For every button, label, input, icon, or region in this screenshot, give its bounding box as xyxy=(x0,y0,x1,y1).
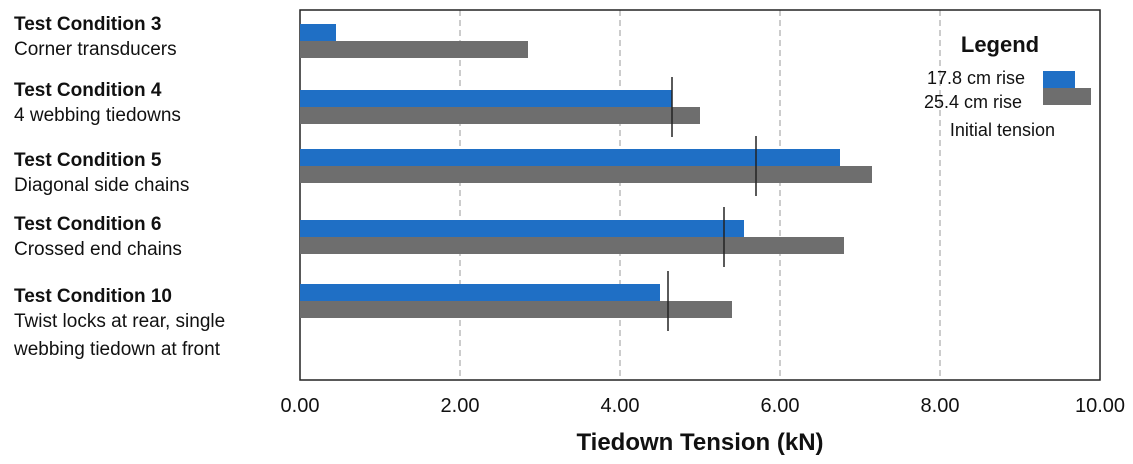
category-title: Test Condition 6 xyxy=(14,214,161,235)
bar-series-1 xyxy=(300,220,744,237)
bar-series-1 xyxy=(300,90,672,107)
bars xyxy=(300,24,872,318)
bar-series-2 xyxy=(300,166,872,183)
initial-tension-markers xyxy=(667,77,757,331)
category-subtitle: Twist locks at rear, single xyxy=(14,311,225,332)
legend-label-series-1: 17.8 cm rise xyxy=(927,68,1025,88)
x-tick-label: 8.00 xyxy=(921,395,960,417)
category-title: Test Condition 5 xyxy=(14,150,162,171)
bar-series-2 xyxy=(300,41,528,58)
grid-lines xyxy=(459,10,941,380)
legend-swatch-series-1 xyxy=(1043,71,1075,88)
bar-series-1 xyxy=(300,284,660,301)
category-subtitle: Diagonal side chains xyxy=(14,175,189,196)
legend-title: Legend xyxy=(961,32,1039,57)
bar-series-2 xyxy=(300,301,732,318)
x-tick-label: 0.00 xyxy=(281,395,320,417)
category-subtitle: webbing tiedown at front xyxy=(13,339,221,360)
category-subtitle: Corner transducers xyxy=(14,39,177,60)
category-title: Test Condition 10 xyxy=(14,286,172,307)
plot-area xyxy=(299,9,1101,381)
category-title: Test Condition 3 xyxy=(14,14,161,35)
x-tick-label: 4.00 xyxy=(601,395,640,417)
x-axis-label: Tiedown Tension (kN) xyxy=(576,429,823,456)
legend-label-markers: Initial tension xyxy=(950,120,1055,140)
bar-series-1 xyxy=(300,149,840,166)
legend: Legend 17.8 cm rise 25.4 cm rise Initial… xyxy=(924,32,1091,140)
bar-series-2 xyxy=(300,237,844,254)
category-subtitle: 4 webbing tiedowns xyxy=(14,105,181,126)
x-tick-label: 2.00 xyxy=(441,395,480,417)
legend-label-series-2: 25.4 cm rise xyxy=(924,92,1022,112)
bar-series-1 xyxy=(300,24,336,41)
category-title: Test Condition 4 xyxy=(14,80,162,101)
x-tick-label: 10.00 xyxy=(1075,395,1125,417)
x-tick-label: 6.00 xyxy=(761,395,800,417)
category-subtitle: Crossed end chains xyxy=(14,239,182,260)
x-tick-labels: 0.00 2.00 4.00 6.00 8.00 10.00 xyxy=(281,395,1126,417)
category-labels: Test Condition 3 Corner transducers Test C… xyxy=(13,14,225,360)
legend-swatch-series-2 xyxy=(1043,88,1091,105)
bar-series-2 xyxy=(300,107,700,124)
